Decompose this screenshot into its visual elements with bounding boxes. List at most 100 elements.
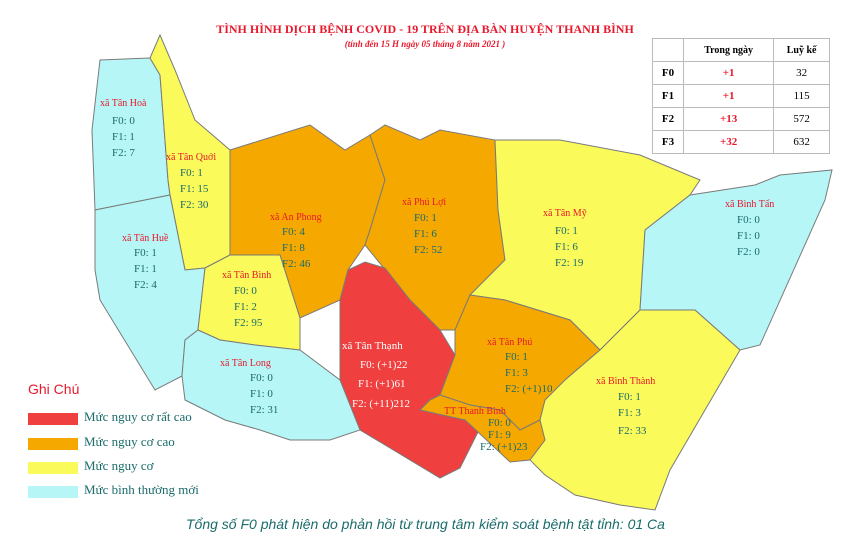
- svg-text:F2: 0: F2: 0: [737, 246, 760, 258]
- svg-text:F2: (+1)10: F2: (+1)10: [505, 383, 553, 395]
- table-row-label: F1: [652, 84, 684, 108]
- svg-text:F1: 3: F1: 3: [618, 407, 641, 419]
- label-tan-long: xã Tân Long F0: 0 F1: 0 F2: 31: [220, 358, 278, 416]
- table-cell-today: +1: [682, 61, 775, 85]
- svg-text:F0: 0: F0: 0: [488, 417, 511, 429]
- svg-text:xã Tân Phú: xã Tân Phú: [487, 337, 532, 348]
- svg-text:F0: 4: F0: 4: [282, 226, 305, 238]
- svg-text:xã Tân Thạnh: xã Tân Thạnh: [342, 340, 403, 352]
- svg-text:F0: 1: F0: 1: [180, 167, 203, 179]
- svg-text:F2: 31: F2: 31: [250, 404, 278, 416]
- svg-text:F0: 1: F0: 1: [555, 225, 578, 237]
- label-tan-thanh: xã Tân Thạnh F0: (+1)22 F1: (+1)61 F2: (…: [342, 340, 410, 410]
- table-header: Luỹ kế: [773, 38, 830, 62]
- svg-text:F0: 0: F0: 0: [112, 115, 135, 127]
- svg-text:TT Thanh Bình: TT Thanh Bình: [444, 406, 506, 417]
- svg-text:xã Tân Bình: xã Tân Bình: [222, 270, 271, 281]
- legend-label: Mức nguy cơ rất cao: [84, 409, 192, 424]
- svg-text:F0: (+1)22: F0: (+1)22: [360, 359, 407, 371]
- svg-text:F2: 95: F2: 95: [234, 317, 263, 329]
- label-tan-quoi: xã Tân Quới F0: 1 F1: 15 F2: 30: [166, 152, 216, 211]
- svg-text:F0: 1: F0: 1: [414, 212, 437, 224]
- table-row: F1 +1 115: [652, 84, 830, 108]
- svg-text:F1: 9: F1: 9: [488, 429, 511, 441]
- svg-text:F2: 19: F2: 19: [555, 257, 584, 269]
- table-row-label: F2: [652, 107, 684, 131]
- summary-table: Trong ngày Luỹ kế F0 +1 32 F1 +1 115 F2 …: [652, 38, 830, 154]
- legend-swatch: [28, 438, 78, 450]
- svg-text:xã Bình Thành: xã Bình Thành: [596, 376, 655, 387]
- legend-label: Mức bình thường mới: [84, 482, 199, 497]
- svg-text:F1: (+1)61: F1: (+1)61: [358, 378, 405, 390]
- svg-text:xã Tân Quới: xã Tân Quới: [166, 152, 216, 163]
- svg-text:F0: 0: F0: 0: [737, 214, 760, 226]
- svg-text:F2: 4: F2: 4: [134, 279, 157, 291]
- svg-text:F0: 0: F0: 0: [234, 285, 257, 297]
- table-row: F2 +13 572: [652, 107, 830, 131]
- label-binh-thanh: xã Bình Thành F0: 1 F1: 3 F2: 33: [596, 376, 655, 437]
- svg-text:F1: 0: F1: 0: [250, 388, 273, 400]
- table-cell-today: +32: [682, 130, 775, 154]
- svg-text:F0: 1: F0: 1: [618, 391, 641, 403]
- svg-text:F1: 2: F1: 2: [234, 301, 257, 313]
- legend-title: Ghi Chú: [28, 381, 80, 397]
- svg-text:F2: (+11)212: F2: (+11)212: [352, 398, 410, 410]
- svg-text:F1: 15: F1: 15: [180, 183, 209, 195]
- svg-text:xã Tân Huề: xã Tân Huề: [122, 233, 169, 244]
- svg-text:F2: 33: F2: 33: [618, 425, 647, 437]
- legend-swatch: [28, 413, 78, 425]
- label-phu-loi: xã Phú Lợi F0: 1 F1: 6 F2: 52: [402, 197, 446, 256]
- svg-text:xã Phú Lợi: xã Phú Lợi: [402, 197, 446, 208]
- svg-text:F1: 6: F1: 6: [414, 228, 437, 240]
- svg-text:F1: 1: F1: 1: [134, 263, 157, 275]
- svg-text:F2: 30: F2: 30: [180, 199, 209, 211]
- svg-text:F2: (+1)23: F2: (+1)23: [480, 441, 528, 453]
- map-subtitle: (tính đến 15 H ngày 05 tháng 8 năm 2021 …: [344, 39, 506, 49]
- label-tan-binh: xã Tân Bình F0: 0 F1: 2 F2: 95: [222, 270, 271, 329]
- map-title: TÌNH HÌNH DỊCH BỆNH COVID - 19 TRÊN ĐỊA …: [216, 22, 634, 36]
- svg-text:F1: 1: F1: 1: [112, 131, 135, 143]
- table-cell-cumulative: 632: [773, 130, 830, 154]
- table-cell-cumulative: 115: [773, 84, 830, 108]
- svg-text:F1: 8: F1: 8: [282, 242, 305, 254]
- table-row-label: F0: [652, 61, 684, 85]
- region-tan-long: [181, 329, 361, 441]
- legend-swatch: [28, 462, 78, 474]
- svg-text:xã An Phong: xã An Phong: [270, 212, 322, 223]
- label-tan-hue: xã Tân Huề F0: 1 F1: 1 F2: 4: [122, 233, 169, 291]
- table-row-label: F3: [652, 130, 684, 154]
- table-header: Trong ngày: [682, 38, 775, 62]
- region-binh-tan: [639, 169, 833, 351]
- table-row: F3 +32 632: [652, 130, 830, 154]
- svg-text:F1: 0: F1: 0: [737, 230, 760, 242]
- svg-text:F2: 52: F2: 52: [414, 244, 442, 256]
- table-cell-today: +1: [682, 84, 775, 108]
- region-binh-thanh: [529, 309, 741, 511]
- legend-label: Mức nguy cơ: [84, 458, 154, 473]
- legend-label: Mức nguy cơ cao: [84, 434, 175, 449]
- table-header: [652, 38, 684, 62]
- svg-text:xã Bình Tấn: xã Bình Tấn: [725, 199, 774, 210]
- svg-text:F0: 0: F0: 0: [250, 372, 273, 384]
- label-tan-my: xã Tân Mỹ F0: 1 F1: 6 F2: 19: [543, 208, 587, 269]
- legend-swatch: [28, 486, 78, 498]
- svg-text:xã Tân Mỹ: xã Tân Mỹ: [543, 208, 587, 219]
- svg-text:F0: 1: F0: 1: [134, 247, 157, 259]
- svg-text:xã Tân Hoà: xã Tân Hoà: [100, 98, 147, 109]
- svg-text:F0: 1: F0: 1: [505, 351, 528, 363]
- table-cell-cumulative: 32: [773, 61, 830, 85]
- svg-text:F2: 46: F2: 46: [282, 258, 311, 270]
- label-an-phong: xã An Phong F0: 4 F1: 8 F2: 46: [270, 212, 322, 270]
- svg-text:F1: 6: F1: 6: [555, 241, 578, 253]
- table-cell-today: +13: [682, 107, 775, 131]
- label-thanh-binh: TT Thanh Bình F0: 0 F1: 9 F2: (+1)23: [444, 406, 528, 453]
- svg-text:F1: 3: F1: 3: [505, 367, 528, 379]
- table-header-row: Trong ngày Luỹ kế: [652, 38, 830, 62]
- table-cell-cumulative: 572: [773, 107, 830, 131]
- svg-text:F2: 7: F2: 7: [112, 147, 135, 159]
- label-tan-phu: xã Tân Phú F0: 1 F1: 3 F2: (+1)10: [487, 337, 553, 395]
- label-binh-tan: xã Bình Tấn F0: 0 F1: 0 F2: 0: [725, 199, 774, 258]
- label-tan-hoa: xã Tân Hoà F0: 0 F1: 1 F2: 7: [100, 98, 147, 159]
- svg-text:xã Tân Long: xã Tân Long: [220, 358, 271, 369]
